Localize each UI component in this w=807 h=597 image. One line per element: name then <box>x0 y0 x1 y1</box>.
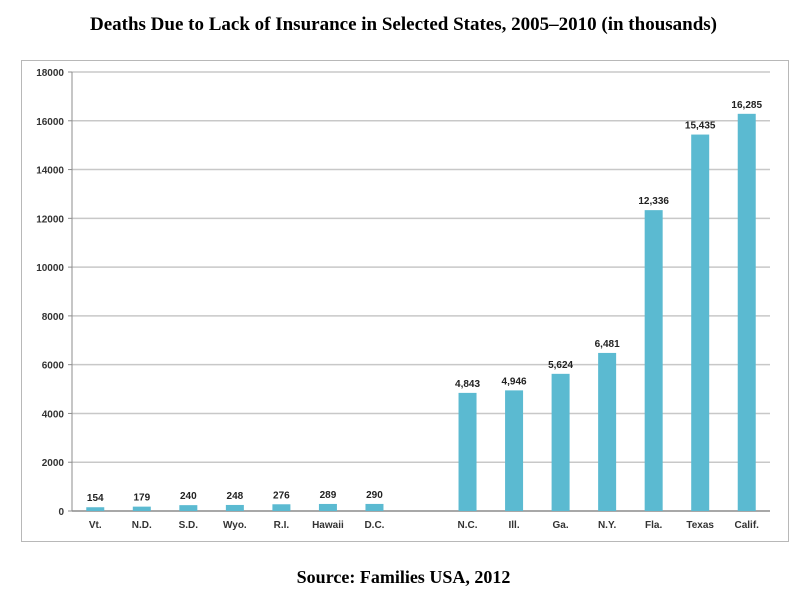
bars <box>86 113 756 512</box>
x-tick-label: Vt. <box>89 520 102 531</box>
x-tick-label: Hawaii <box>312 520 344 531</box>
bar-Texas <box>691 134 710 511</box>
x-tick-label: Fla. <box>645 520 662 531</box>
bar-Hawaii <box>318 503 337 511</box>
bar-R.I. <box>272 504 291 511</box>
x-tick-label: N.D. <box>132 520 152 531</box>
y-tick-label: 4000 <box>42 409 65 420</box>
bar-Ga. <box>551 373 570 511</box>
y-tick-label: 0 <box>58 507 64 518</box>
y-tick-label: 14000 <box>36 166 64 177</box>
y-tick-label: 16000 <box>36 117 64 128</box>
y-tick-label: 6000 <box>42 361 65 372</box>
data-label: 16,285 <box>731 100 762 111</box>
x-tick-label: Ga. <box>553 520 569 531</box>
x-tick-label: Calif. <box>735 520 760 531</box>
bar-Vt. <box>86 507 105 511</box>
data-label: 276 <box>273 490 290 501</box>
bar-N.Y. <box>598 352 617 511</box>
chart-title: Deaths Due to Lack of Insurance in Selec… <box>89 14 718 35</box>
data-label: 12,336 <box>638 196 669 207</box>
y-tick-label: 2000 <box>42 458 65 469</box>
bar-N.C. <box>458 392 477 511</box>
data-label: 154 <box>87 493 104 504</box>
data-label: 248 <box>227 491 244 502</box>
bar-Fla. <box>644 210 663 511</box>
x-tick-label: N.C. <box>458 520 478 531</box>
gridlines <box>72 71 770 463</box>
y-tick-label: 8000 <box>42 312 65 323</box>
x-tick-label: R.I. <box>274 520 290 531</box>
bar-Calif. <box>737 113 756 512</box>
data-label: 179 <box>133 493 150 504</box>
x-tick-label: D.C. <box>364 520 384 531</box>
x-tick-label: Texas <box>686 520 714 531</box>
data-label: 289 <box>320 490 337 501</box>
bar-Wyo. <box>225 504 244 511</box>
source-note: Source: Families USA, 2012 <box>296 567 511 587</box>
y-tick-label: 12000 <box>36 214 64 225</box>
data-label: 15,435 <box>685 121 716 132</box>
x-tick-label: Wyo. <box>223 520 247 531</box>
y-tick-label: 18000 <box>36 68 64 79</box>
data-label: 240 <box>180 491 197 502</box>
x-tick-label: S.D. <box>179 520 199 531</box>
bar-N.D. <box>132 506 151 511</box>
x-tick-label: Ill. <box>509 520 520 531</box>
labels: 154 Vt. 179 N.D. 240 S.D. 248 Wyo. 276 R.I. 289 Haw… <box>87 100 763 531</box>
bar-Ill. <box>505 390 524 511</box>
y-tick-label: 10000 <box>36 263 64 274</box>
x-tick-label: N.Y. <box>598 520 617 531</box>
data-label: 4,843 <box>455 379 480 390</box>
bar-S.D. <box>179 505 198 511</box>
data-label: 290 <box>366 490 383 501</box>
bar-D.C. <box>365 503 384 511</box>
data-label: 4,946 <box>502 376 527 387</box>
data-label: 6,481 <box>595 339 620 350</box>
data-label: 5,624 <box>548 360 573 371</box>
